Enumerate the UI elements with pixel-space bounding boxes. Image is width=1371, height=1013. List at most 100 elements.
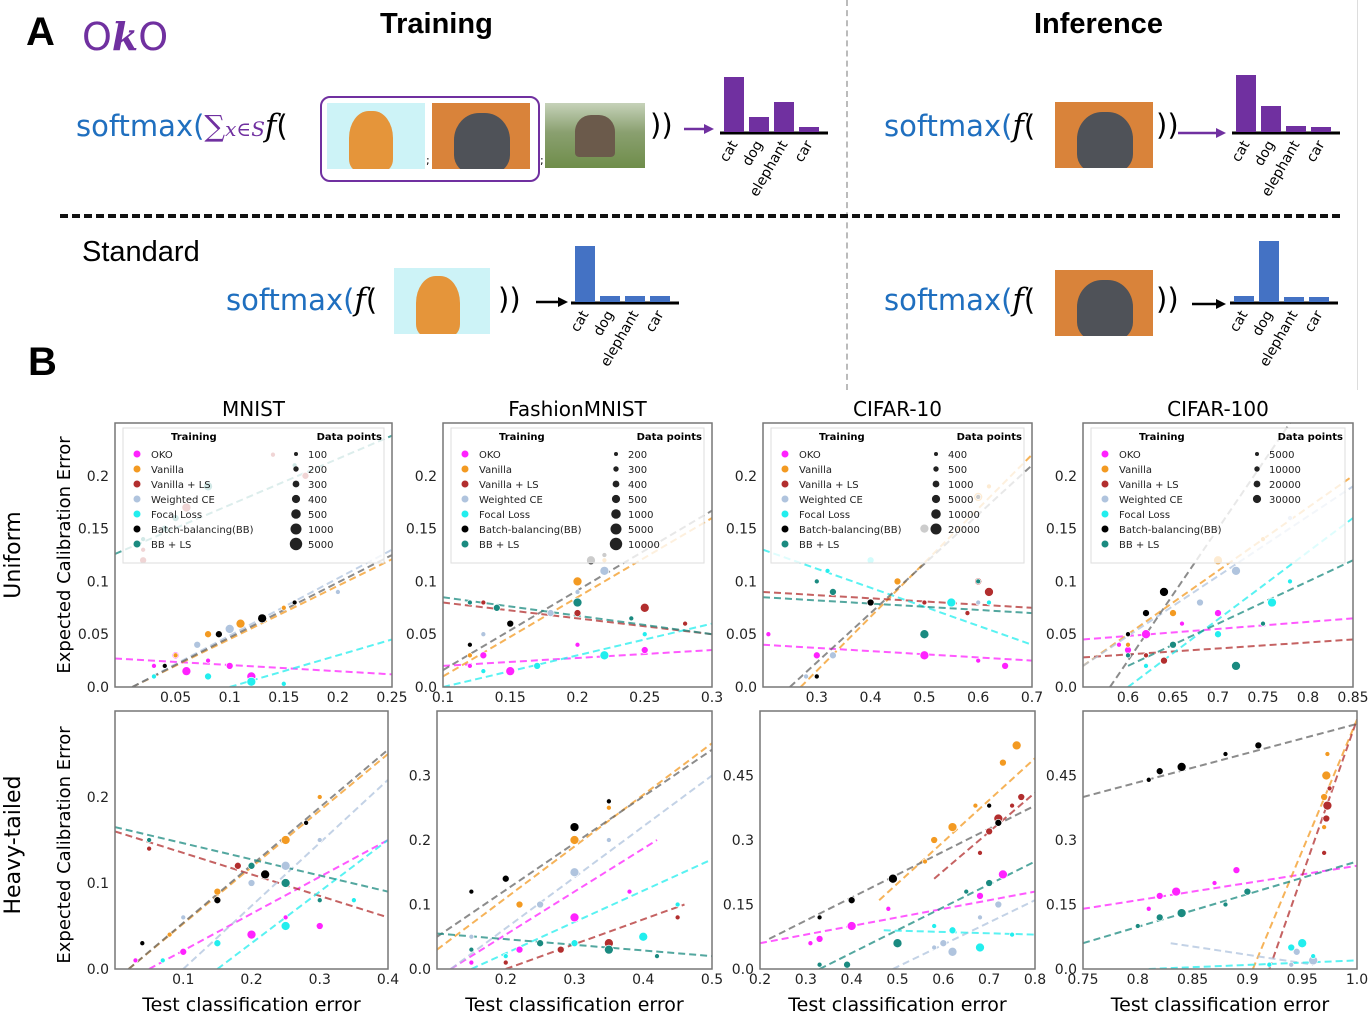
x-tick-label: 0.25 — [376, 690, 407, 706]
legend-box — [122, 427, 385, 564]
data-point — [467, 599, 473, 606]
trend-line-vanilla-ls — [1083, 638, 1353, 659]
legend-size-item: 20000 — [1269, 480, 1301, 491]
legend-item: Batch-balancing(BB) — [1119, 525, 1222, 536]
legend-size-item: 1000 — [628, 510, 653, 521]
horizontal-divider — [60, 214, 1340, 218]
legend-item: BB + LS — [479, 540, 519, 551]
legend-item: BB + LS — [1119, 540, 1159, 551]
legend-size-item: 300 — [308, 480, 327, 491]
y-tick-label: 0.45 — [1046, 769, 1077, 785]
x-tick-label: 0.4 — [377, 972, 399, 988]
x-tick-label: 0.6 — [932, 972, 954, 988]
bar-elephant — [625, 296, 645, 302]
trend-line-focal-loss — [443, 622, 712, 687]
plot-area — [443, 509, 712, 687]
y-tick-label: 0.05 — [1046, 627, 1077, 643]
legend-marker — [461, 450, 469, 458]
data-point — [975, 578, 982, 585]
data-point — [1231, 661, 1241, 671]
legend-title-training: Training — [171, 432, 217, 443]
data-point — [829, 588, 837, 596]
y-tick-label: 0.2 — [1055, 469, 1077, 485]
trend-line-vanilla-ls — [933, 791, 1035, 880]
bar-elephant — [1286, 126, 1306, 132]
data-point — [1017, 793, 1026, 801]
legend-size-marker — [294, 452, 298, 456]
data-point — [280, 860, 291, 871]
data-point — [985, 827, 994, 836]
data-point — [260, 869, 270, 880]
data-point — [813, 578, 820, 585]
trend-line-oko — [115, 657, 392, 676]
data-point — [985, 879, 994, 887]
data-point — [1322, 814, 1331, 823]
legend-size-marker — [611, 494, 621, 504]
y-tick-label: 0.05 — [726, 627, 757, 643]
data-point — [824, 567, 831, 574]
data-point — [939, 939, 948, 948]
legend-size-item: 100 — [308, 450, 327, 461]
data-point — [919, 650, 930, 661]
data-point — [351, 897, 357, 904]
legend-size-marker — [613, 466, 619, 472]
y-tick-label: 0.0 — [409, 962, 431, 978]
data-point — [467, 652, 473, 659]
plot-area — [760, 740, 1035, 969]
legend-marker — [1101, 465, 1109, 473]
data-point — [480, 599, 487, 606]
data-point — [946, 597, 957, 608]
y-tick-label: 0.1 — [87, 876, 109, 892]
data-point — [888, 873, 898, 884]
y-tick-label: 0.0 — [415, 680, 437, 696]
trend-line-bb-ls — [1083, 860, 1357, 945]
y-tick-label: 0.3 — [1055, 833, 1077, 849]
panel-b-letter: B — [28, 340, 57, 384]
data-point — [280, 921, 291, 931]
data-point — [146, 837, 152, 843]
x-tick-label: 0.85 — [1337, 690, 1368, 706]
trend-line-focal-loss — [470, 858, 712, 969]
y-tick-label: 0.05 — [78, 627, 109, 643]
x-tick-label: 0.3 — [806, 690, 828, 706]
data-point — [151, 673, 157, 680]
data-point — [1145, 776, 1152, 783]
data-point — [1266, 961, 1273, 968]
data-point — [1196, 598, 1204, 607]
bar-cat — [1236, 75, 1256, 132]
plot-1: 0.1 0.15 0.2 0.25 0.3 0.0 0.05 0.1 0.15 0.2 Fashio… — [406, 397, 723, 706]
legend-box — [1090, 427, 1346, 564]
legend-size-item: 10000 — [1269, 465, 1301, 476]
legend-size-marker — [292, 480, 300, 488]
data-point — [626, 888, 633, 895]
legend-item: Weighted CE — [151, 495, 215, 506]
y-tick-label: 0.1 — [409, 898, 431, 914]
y-tick-label: 0.3 — [732, 833, 754, 849]
data-point — [1145, 905, 1152, 912]
legend-item: Focal Loss — [799, 510, 850, 521]
x-tick-label: 0.15 — [495, 690, 526, 706]
data-point — [1321, 850, 1327, 856]
data-point — [606, 798, 612, 805]
legend-size-item: 300 — [628, 465, 647, 476]
x-tick-label: 0.7 — [1207, 690, 1229, 706]
plot-frame — [762, 422, 1033, 688]
data-point — [1176, 762, 1187, 772]
data-point — [1232, 866, 1241, 874]
legend-size-marker — [931, 494, 941, 504]
data-point — [843, 960, 851, 969]
x-tick-label: 0.15 — [268, 690, 299, 706]
y-tick-label: 0.0 — [87, 962, 109, 978]
x-tick-label: 0.75 — [1067, 972, 1098, 988]
legend-item: Weighted CE — [479, 495, 543, 506]
data-point — [280, 680, 287, 687]
plot-3: 0.6 0.65 0.7 0.75 0.8 0.85 0.0 0.05 0.1 0.15 0.2 CI… — [1046, 397, 1369, 706]
legend-marker — [781, 510, 789, 518]
plot-title: CIFAR-10 — [853, 397, 942, 421]
legend-size-marker — [1254, 466, 1260, 472]
x-axis-label: Test classification error — [1110, 994, 1330, 1013]
y-tick-label: 0.45 — [723, 769, 754, 785]
x-tick-label: 0.25 — [629, 690, 660, 706]
plot-6: 0.2 0.3 0.4 0.5 0.6 0.7 0.8 0.0 0.15 0.3 0.45 Test … — [723, 710, 1046, 1013]
data-point — [224, 624, 235, 634]
